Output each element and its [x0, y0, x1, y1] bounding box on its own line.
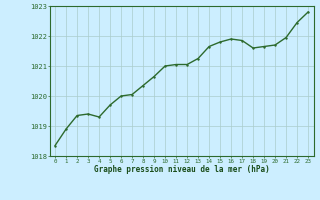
X-axis label: Graphe pression niveau de la mer (hPa): Graphe pression niveau de la mer (hPa) [94, 165, 269, 174]
